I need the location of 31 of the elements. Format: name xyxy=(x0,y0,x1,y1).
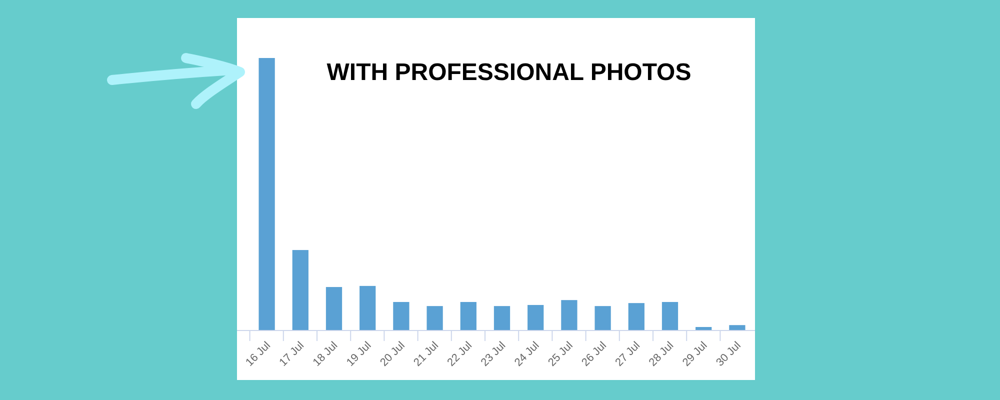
x-tick-label: 27 Jul xyxy=(613,340,643,369)
x-tick-label: 26 Jul xyxy=(580,340,609,369)
bar xyxy=(628,303,644,330)
bar xyxy=(729,325,746,330)
x-tick-label: 25 Jul xyxy=(546,340,576,369)
bar xyxy=(460,302,476,330)
x-tick-label: 23 Jul xyxy=(478,340,508,369)
bar xyxy=(696,327,712,330)
x-tick-label: 30 Jul xyxy=(714,340,744,369)
bar xyxy=(360,286,376,330)
x-tick-label: 22 Jul xyxy=(445,340,475,369)
x-tick-label: 24 Jul xyxy=(512,340,542,369)
bar xyxy=(292,250,308,330)
bar xyxy=(662,302,678,330)
bar xyxy=(494,306,510,330)
bar xyxy=(258,58,275,330)
x-tick-label: 19 Jul xyxy=(344,340,374,369)
bar xyxy=(528,304,544,330)
x-tick-label: 16 Jul xyxy=(244,340,273,369)
x-tick-label: 18 Jul xyxy=(310,340,340,369)
x-tick-label: 29 Jul xyxy=(680,340,710,369)
bar xyxy=(326,287,342,330)
x-tick-label: 20 Jul xyxy=(378,340,408,369)
bar xyxy=(393,302,410,330)
bar xyxy=(594,306,611,330)
bar xyxy=(561,300,578,330)
x-tick-label: 21 Jul xyxy=(412,340,441,369)
chart-title: WITH PROFESSIONAL PHOTOS xyxy=(326,59,692,86)
bar xyxy=(426,306,443,330)
x-tick-label: 28 Jul xyxy=(646,340,676,369)
x-tick-label: 17 Jul xyxy=(277,340,307,369)
